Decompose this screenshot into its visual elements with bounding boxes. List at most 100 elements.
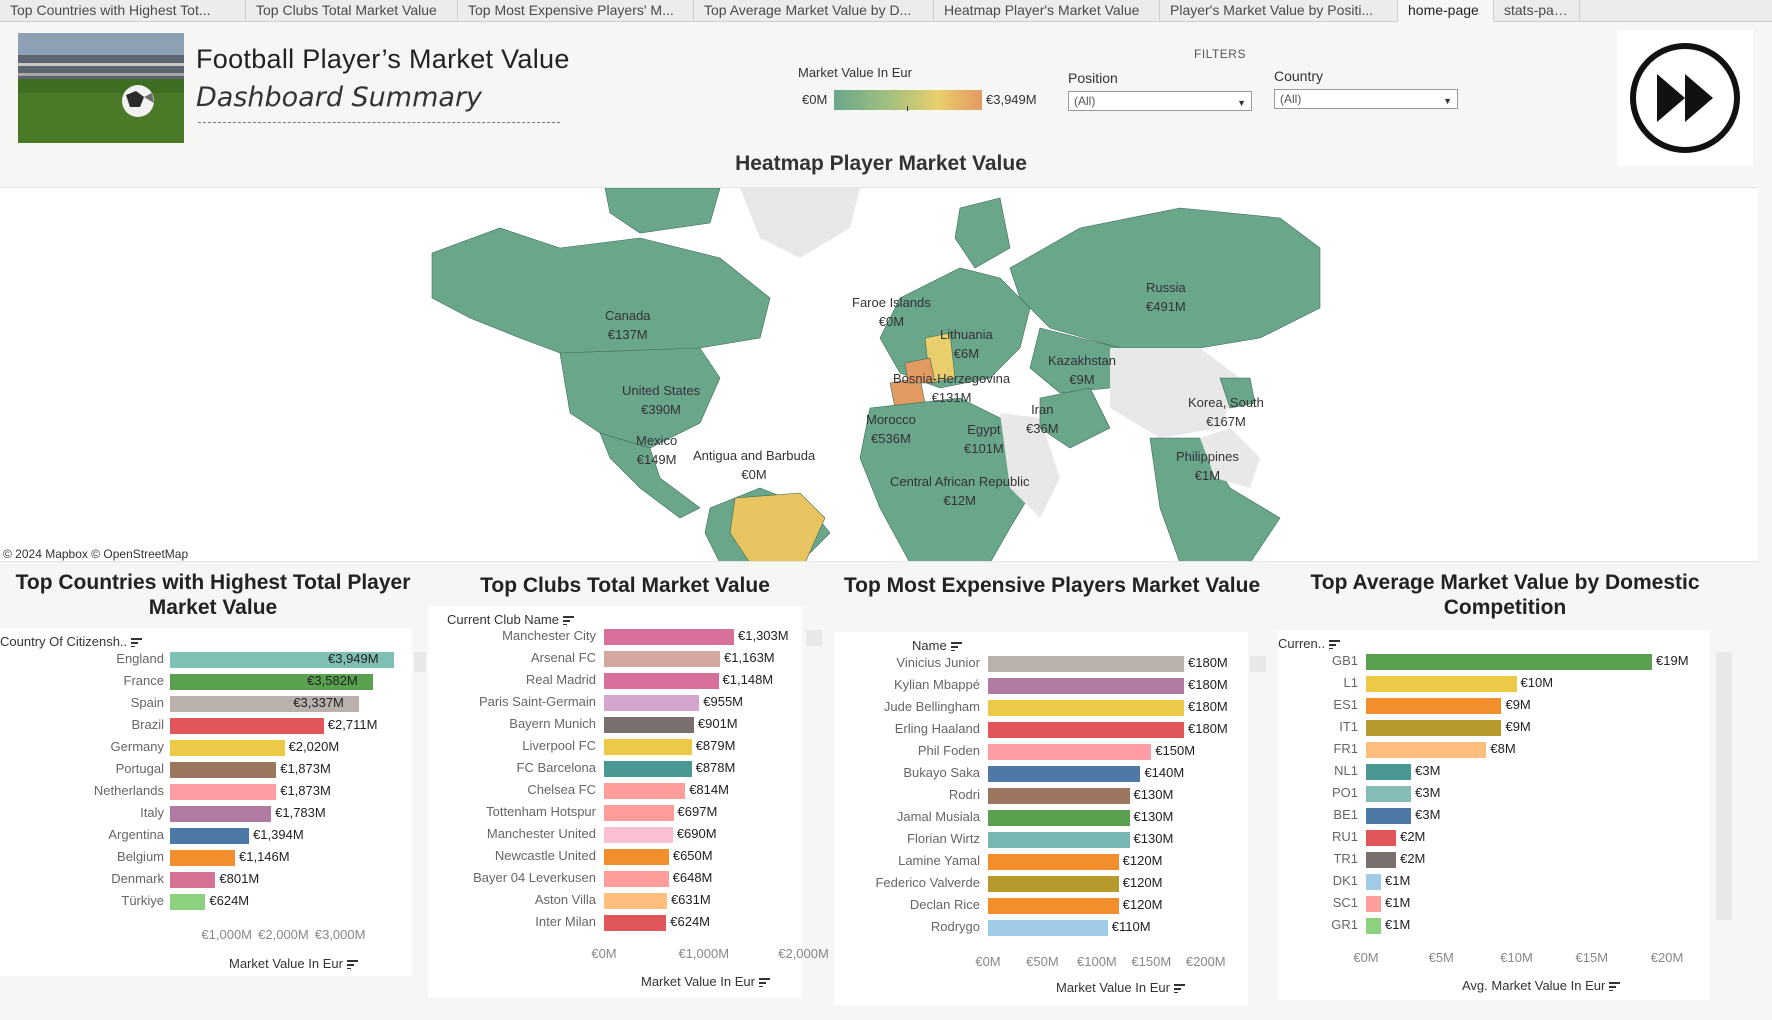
bar[interactable] [988,700,1184,716]
bar[interactable] [170,740,285,756]
clubs-column-header[interactable]: Current Club Name [447,612,574,627]
bar[interactable] [988,832,1130,848]
bar-category-label[interactable]: NL1 [1334,763,1358,778]
bar[interactable] [170,872,216,888]
bar[interactable] [1366,808,1412,824]
bar-category-label[interactable]: Chelsea FC [527,782,596,797]
bar-category-label[interactable]: Belgium [117,849,164,864]
bar[interactable] [604,871,669,887]
bar[interactable] [170,762,277,778]
bar-category-label[interactable]: Vinicius Junior [896,655,980,670]
next-page-button[interactable] [1617,30,1753,166]
bar-category-label[interactable]: Newcastle United [494,848,596,863]
bar[interactable] [170,894,206,910]
bar[interactable] [988,854,1119,870]
bar[interactable] [170,674,374,690]
bar-category-label[interactable]: Bukayo Saka [903,765,980,780]
tab-stats-page[interactable]: stats-page [1494,0,1580,22]
bar[interactable] [604,761,692,777]
bar-category-label[interactable]: Germany [110,739,164,754]
tab-top-average[interactable]: Top Average Market Value by D... [694,0,934,22]
bar-category-label[interactable]: ES1 [1333,697,1358,712]
bar-category-label[interactable]: Lamine Yamal [898,853,980,868]
tab-top-players[interactable]: Top Most Expensive Players' M... [458,0,694,22]
bar-category-label[interactable]: Phil Foden [917,743,980,758]
bar[interactable] [988,656,1184,672]
sort-icon[interactable] [346,960,358,970]
tab-market-value-by-position[interactable]: Player's Market Value by Positi... [1160,0,1398,22]
position-filter-select[interactable]: (All) ▼ [1068,91,1252,111]
bar-category-label[interactable]: Rodrygo [930,919,980,934]
tab-top-clubs[interactable]: Top Clubs Total Market Value [246,0,458,22]
bar[interactable] [1366,874,1382,890]
bar[interactable] [604,651,721,667]
bar[interactable] [988,766,1141,782]
bar[interactable] [1366,654,1652,670]
map-label-canada[interactable]: Canada €137M [605,308,651,342]
competition-column-header[interactable]: Curren.. [1278,636,1340,651]
map-label-morocco[interactable]: Morocco €536M [866,412,916,446]
bar-category-label[interactable]: France [123,673,164,688]
bar-category-label[interactable]: Argentina [108,827,164,842]
bar-category-label[interactable]: Kylian Mbappé [894,677,980,692]
bar-category-label[interactable]: L1 [1343,675,1358,690]
bar-category-label[interactable]: DK1 [1332,873,1358,888]
bar-category-label[interactable]: Inter Milan [535,914,596,929]
bar-category-label[interactable]: Florian Wirtz [907,831,980,846]
bar[interactable] [988,678,1184,694]
bar[interactable] [1366,830,1397,846]
bar[interactable] [604,739,692,755]
tab-heatmap[interactable]: Heatmap Player's Market Value [934,0,1160,22]
tab-home-page[interactable]: home-page [1398,0,1494,22]
countries-scrollbar[interactable] [414,652,426,672]
bar-category-label[interactable]: Arsenal FC [530,650,596,665]
bar[interactable] [1366,676,1517,692]
bar-category-label[interactable]: Rodri [948,787,980,802]
bar[interactable] [1366,896,1382,912]
bar[interactable] [988,810,1130,826]
sort-icon[interactable] [1609,982,1621,992]
bar-category-label[interactable]: FR1 [1333,741,1358,756]
bar[interactable] [1366,786,1412,802]
heatmap-map[interactable]: Canada €137M United States €390M Mexico €14… [0,187,1758,562]
map-label-faroe-islands[interactable]: Faroe Islands €0M [852,295,931,329]
bar[interactable] [604,827,673,843]
bar-category-label[interactable]: England [116,651,164,666]
bar[interactable] [1366,698,1502,714]
bar[interactable] [988,744,1152,760]
bar[interactable] [988,920,1108,936]
bar-category-label[interactable]: RU1 [1331,829,1358,844]
bar-category-label[interactable]: Real Madrid [525,672,596,687]
bar[interactable] [1366,720,1502,736]
bar[interactable] [604,805,674,821]
map-label-central-african-republic[interactable]: Central African Republic €12M [890,474,1030,508]
bar[interactable] [988,876,1119,892]
bar-category-label[interactable]: GB1 [1331,653,1358,668]
bar[interactable] [170,806,272,822]
bar[interactable] [988,898,1119,914]
bar[interactable] [604,717,694,733]
clubs-scrollbar[interactable] [806,630,822,646]
bar[interactable] [170,718,324,734]
bar[interactable] [604,849,669,865]
bar-category-label[interactable]: Jude Bellingham [883,699,980,714]
bar[interactable] [604,915,667,931]
bar[interactable] [170,784,277,800]
bar-category-label[interactable]: Manchester City [502,628,596,643]
bar-category-label[interactable]: Bayern Munich [509,716,596,731]
bar-category-label[interactable]: Spain [130,695,164,710]
bar[interactable] [604,673,719,689]
bar-category-label[interactable]: IT1 [1339,719,1358,734]
map-label-philippines[interactable]: Philippines €1M [1176,449,1239,483]
bar-category-label[interactable]: Jamal Musiala [896,809,980,824]
sort-icon[interactable] [1328,640,1340,650]
bar-category-label[interactable]: Denmark [111,871,164,886]
bar[interactable] [1366,764,1412,780]
bar[interactable] [170,850,235,866]
bar-category-label[interactable]: SC1 [1332,895,1358,910]
bar-category-label[interactable]: Netherlands [93,783,164,798]
bar[interactable] [604,629,734,645]
map-label-lithuania[interactable]: Lithuania €6M [940,327,993,361]
bar-category-label[interactable]: Tottenham Hotspur [486,804,596,819]
bar[interactable] [1366,742,1487,758]
